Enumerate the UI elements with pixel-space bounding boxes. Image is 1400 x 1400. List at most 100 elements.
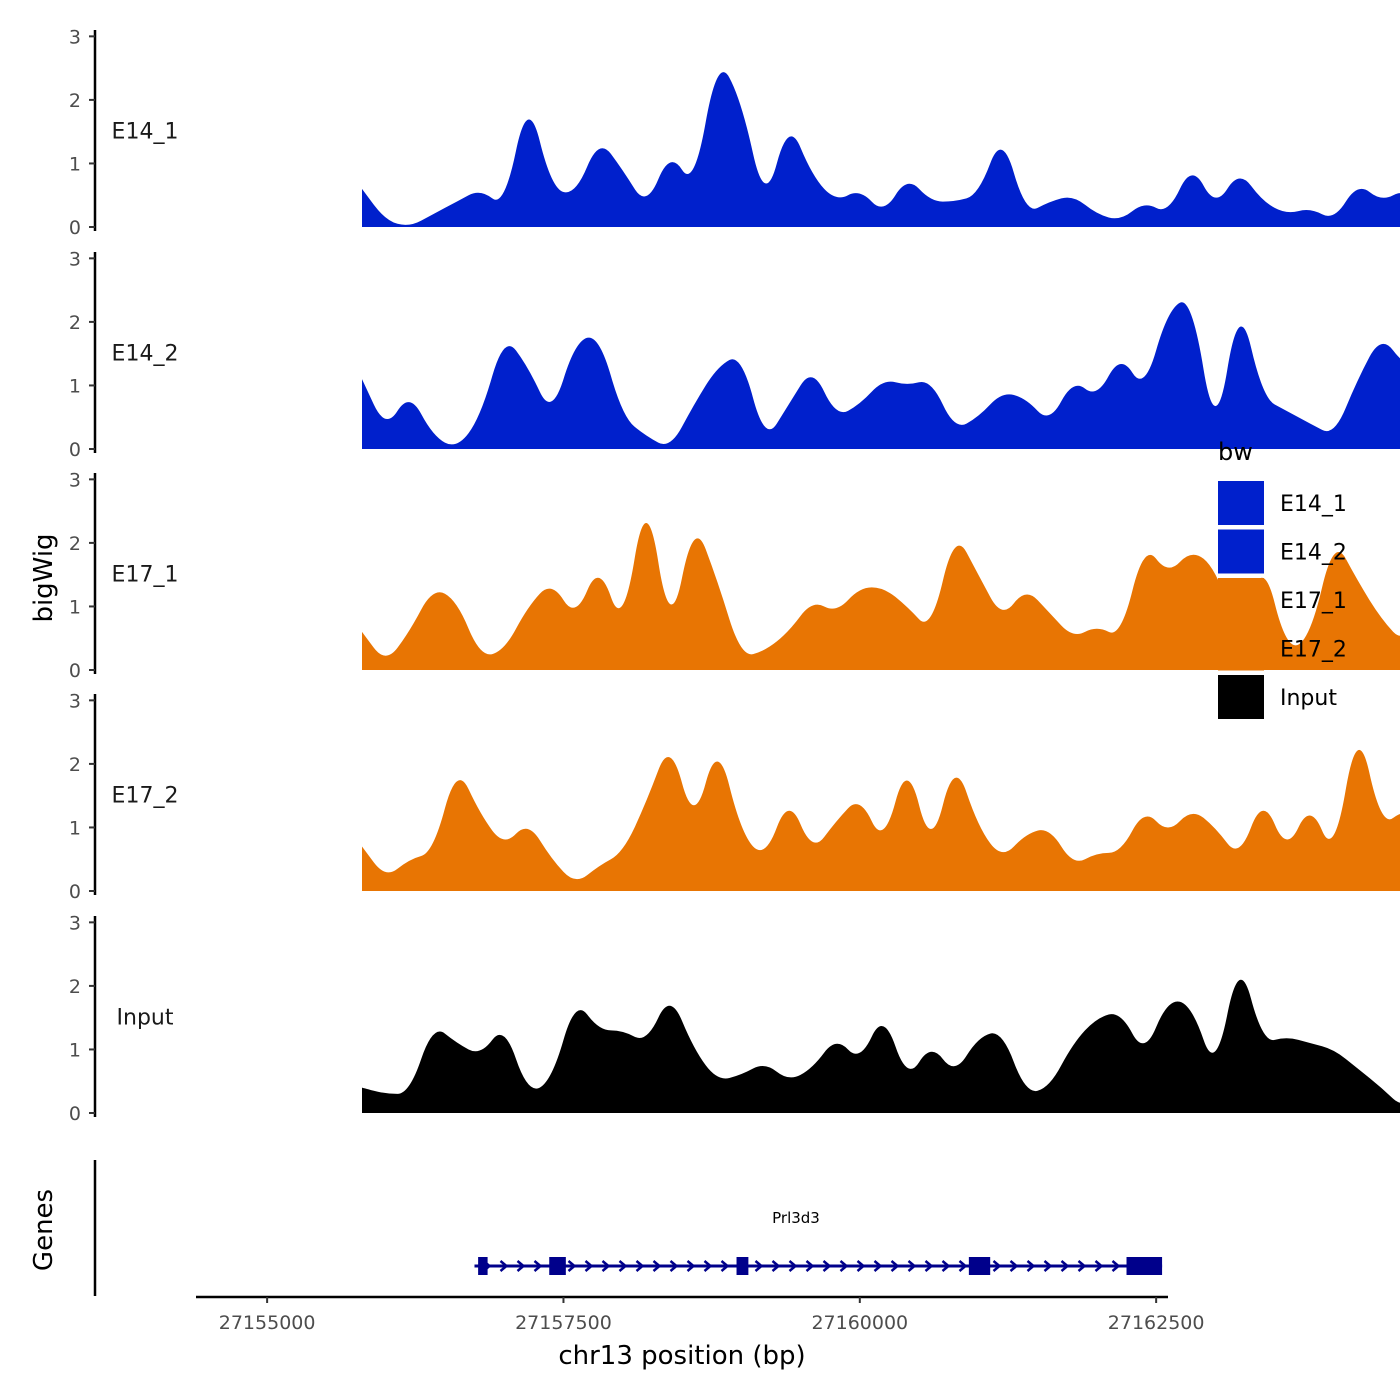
y-tick-label: 3 bbox=[69, 690, 81, 712]
area-e17_2 bbox=[362, 750, 1400, 891]
track-name: E14_2 bbox=[112, 341, 179, 366]
x-tick-label: 27157500 bbox=[515, 1312, 612, 1334]
legend-label: E17_2 bbox=[1280, 638, 1347, 663]
strand-arrow bbox=[822, 1260, 832, 1272]
y-tick-label: 3 bbox=[69, 469, 81, 491]
track-name: E17_1 bbox=[112, 562, 179, 587]
strand-arrow bbox=[941, 1260, 951, 1272]
strand-arrow bbox=[907, 1260, 917, 1272]
y-tick-label: 0 bbox=[69, 1103, 81, 1125]
y-tick-label: 1 bbox=[69, 596, 81, 618]
strand-arrow bbox=[499, 1260, 509, 1272]
exon bbox=[736, 1257, 749, 1275]
strand-arrow bbox=[703, 1260, 713, 1272]
legend-label: E17_1 bbox=[1280, 589, 1347, 614]
strand-arrow bbox=[533, 1260, 543, 1272]
area-e14_2 bbox=[362, 302, 1400, 449]
legend-swatch bbox=[1218, 626, 1264, 671]
strand-arrow bbox=[873, 1260, 883, 1272]
y-tick-label: 2 bbox=[69, 976, 81, 998]
legend-item-e17_2: E17_2 bbox=[1218, 626, 1347, 671]
legend: bw E14_1 E14_2 E17_1 E17_2 Input bbox=[1218, 438, 1347, 719]
strand-arrow bbox=[890, 1260, 900, 1272]
genes-axis-title: Genes bbox=[29, 1189, 59, 1271]
strand-arrow bbox=[958, 1260, 968, 1272]
legend-swatch bbox=[1218, 529, 1264, 574]
y-tick-label: 0 bbox=[69, 217, 81, 239]
y-tick-label: 3 bbox=[69, 26, 81, 48]
strand-arrow bbox=[1026, 1260, 1036, 1272]
y-tick-label: 2 bbox=[69, 533, 81, 555]
y-tick-label: 0 bbox=[69, 881, 81, 903]
strand-arrow bbox=[1077, 1260, 1087, 1272]
strand-arrow bbox=[788, 1260, 798, 1272]
exon bbox=[968, 1257, 991, 1275]
legend-label: E14_1 bbox=[1280, 492, 1347, 517]
strand-arrow bbox=[856, 1260, 866, 1272]
y-axis-title: bigWig bbox=[29, 533, 59, 622]
strand-arrow bbox=[754, 1260, 764, 1272]
legend-item-e14_1: E14_1 bbox=[1218, 481, 1347, 525]
track-e14_1: 0 1 2 3 E14_1 bbox=[69, 26, 1400, 239]
legend-item-input: Input bbox=[1218, 675, 1337, 719]
y-tick-label: 3 bbox=[69, 912, 81, 934]
x-tick-label: 27155000 bbox=[219, 1312, 316, 1334]
area-e17_1 bbox=[362, 523, 1400, 670]
area-input bbox=[362, 979, 1400, 1113]
strand-arrow bbox=[1009, 1260, 1019, 1272]
track-e17_2: 0 1 2 3 E17_2 bbox=[69, 690, 1400, 903]
strand-arrow bbox=[652, 1260, 662, 1272]
track-name: E17_2 bbox=[112, 783, 179, 808]
strand-arrow bbox=[1060, 1260, 1070, 1272]
strand-arrow bbox=[1111, 1260, 1121, 1272]
y-tick-label: 1 bbox=[69, 1039, 81, 1061]
strand-arrow bbox=[720, 1260, 730, 1272]
area-e14_1 bbox=[362, 72, 1400, 227]
track-name: E14_1 bbox=[112, 119, 179, 144]
exon bbox=[1126, 1257, 1163, 1275]
strand-arrow bbox=[516, 1260, 526, 1272]
strand-arrow bbox=[635, 1260, 645, 1272]
strand-arrow bbox=[992, 1260, 1002, 1272]
legend-swatch bbox=[1218, 578, 1264, 622]
strand-arrow bbox=[1094, 1260, 1104, 1272]
y-tick-label: 3 bbox=[69, 248, 81, 270]
exon bbox=[549, 1257, 566, 1275]
y-tick-label: 1 bbox=[69, 375, 81, 397]
exon bbox=[478, 1257, 488, 1275]
x-axis: 27155000 27157500 27160000 27162500 bbox=[196, 1295, 1205, 1334]
x-tick-label: 27162500 bbox=[1108, 1312, 1205, 1334]
legend-label: Input bbox=[1280, 686, 1337, 711]
legend-item-e17_1: E17_1 bbox=[1218, 578, 1347, 622]
strand-arrow bbox=[584, 1260, 594, 1272]
gene-name: Prl3d3 bbox=[772, 1209, 820, 1227]
strand-arrow bbox=[618, 1260, 628, 1272]
y-tick-label: 2 bbox=[69, 90, 81, 112]
y-tick-label: 2 bbox=[69, 312, 81, 334]
strand-arrow bbox=[601, 1260, 611, 1272]
legend-item-e14_2: E14_2 bbox=[1218, 529, 1347, 574]
strand-arrow bbox=[1043, 1260, 1053, 1272]
strand-arrow bbox=[839, 1260, 849, 1272]
y-tick-label: 1 bbox=[69, 817, 81, 839]
strand-arrow bbox=[686, 1260, 696, 1272]
gene-track: Prl3d3 bbox=[93, 1160, 1163, 1296]
legend-swatch bbox=[1218, 675, 1264, 719]
y-tick-label: 0 bbox=[69, 660, 81, 682]
y-tick-label: 2 bbox=[69, 754, 81, 776]
signal-tracks: 0 1 2 3 E14_1 0 1 2 3 E14_2 0 1 2 3 E17_1 0 1 2 3 E17_2 0 1 2 3… bbox=[69, 26, 1400, 1125]
x-axis-title: chr13 position (bp) bbox=[558, 1341, 805, 1371]
y-tick-label: 1 bbox=[69, 153, 81, 175]
legend-swatch bbox=[1218, 481, 1264, 525]
strand-arrow bbox=[771, 1260, 781, 1272]
x-tick-label: 27160000 bbox=[811, 1312, 908, 1334]
strand-arrow bbox=[669, 1260, 679, 1272]
track-name: Input bbox=[117, 1005, 174, 1030]
track-e17_1: 0 1 2 3 E17_1 bbox=[69, 469, 1400, 682]
track-input: 0 1 2 3 Input bbox=[69, 912, 1400, 1125]
legend-title: bw bbox=[1218, 438, 1253, 466]
strand-arrow bbox=[805, 1260, 815, 1272]
strand-arrow bbox=[924, 1260, 934, 1272]
track-e14_2: 0 1 2 3 E14_2 bbox=[69, 248, 1400, 461]
